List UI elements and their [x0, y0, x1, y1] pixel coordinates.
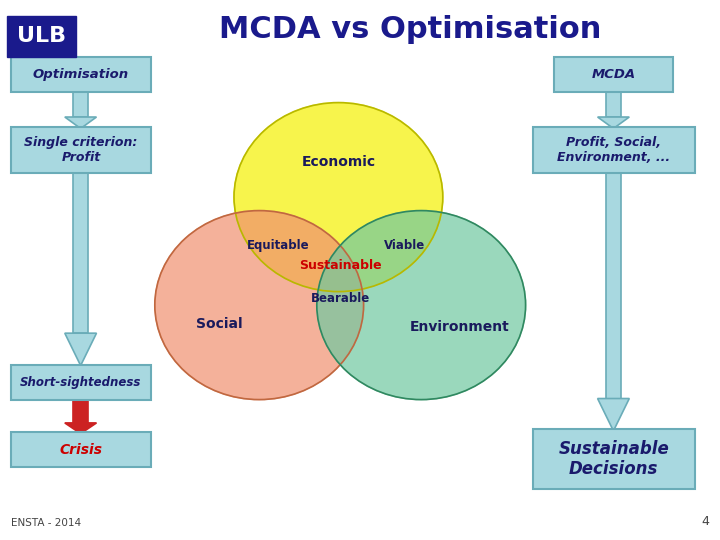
Text: Viable: Viable [384, 239, 426, 252]
FancyBboxPatch shape [11, 364, 151, 400]
Text: Sustainable
Decisions: Sustainable Decisions [559, 440, 669, 478]
Text: Short-sightedness: Short-sightedness [20, 375, 142, 389]
FancyBboxPatch shape [533, 127, 695, 173]
Text: Optimisation: Optimisation [33, 68, 129, 81]
Text: Profit, Social,
Environment, ...: Profit, Social, Environment, ... [557, 136, 670, 164]
Polygon shape [65, 423, 96, 434]
Text: MCDA: MCDA [592, 68, 636, 81]
Polygon shape [65, 333, 96, 366]
FancyBboxPatch shape [606, 90, 621, 117]
Text: ULB: ULB [17, 26, 66, 46]
FancyBboxPatch shape [11, 57, 151, 92]
FancyBboxPatch shape [554, 57, 673, 92]
FancyBboxPatch shape [73, 398, 88, 423]
Polygon shape [65, 117, 96, 129]
Text: MCDA vs Optimisation: MCDA vs Optimisation [219, 15, 602, 44]
Text: Social: Social [197, 317, 243, 331]
FancyBboxPatch shape [73, 90, 88, 117]
FancyBboxPatch shape [11, 432, 151, 467]
Text: ENSTA - 2014: ENSTA - 2014 [11, 518, 81, 528]
FancyBboxPatch shape [73, 171, 88, 333]
Text: Single criterion:
Profit: Single criterion: Profit [24, 136, 138, 164]
FancyBboxPatch shape [533, 429, 695, 489]
Text: Sustainable: Sustainable [300, 259, 382, 272]
Ellipse shape [317, 211, 526, 400]
Text: Economic: Economic [302, 155, 375, 169]
Text: Bearable: Bearable [311, 292, 370, 305]
Text: Equitable: Equitable [248, 239, 310, 252]
Text: 4: 4 [701, 515, 709, 528]
Polygon shape [598, 399, 629, 431]
FancyBboxPatch shape [11, 127, 151, 173]
FancyBboxPatch shape [7, 16, 76, 57]
Text: Crisis: Crisis [60, 443, 102, 456]
FancyBboxPatch shape [606, 171, 621, 399]
Ellipse shape [155, 211, 364, 400]
Polygon shape [598, 117, 629, 129]
Ellipse shape [234, 103, 443, 292]
Text: Environment: Environment [410, 320, 509, 334]
